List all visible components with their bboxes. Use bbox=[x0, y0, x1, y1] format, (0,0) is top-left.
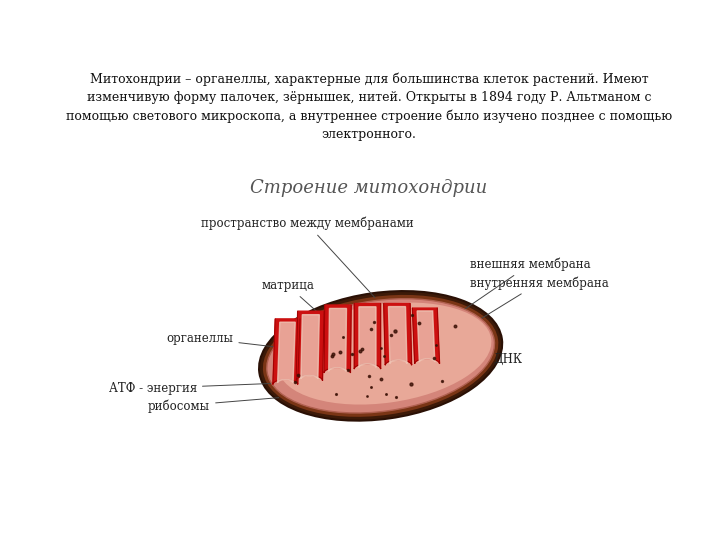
Text: матрица: матрица bbox=[261, 279, 336, 329]
Text: внешняя мембрана: внешняя мембрана bbox=[455, 258, 590, 316]
Polygon shape bbox=[359, 307, 376, 367]
Polygon shape bbox=[324, 305, 351, 373]
Polygon shape bbox=[413, 308, 439, 363]
Text: органеллы: органеллы bbox=[166, 332, 297, 349]
Text: пространство между мембранами: пространство между мембранами bbox=[201, 217, 413, 298]
Text: Строение митохондрии: Строение митохондрии bbox=[251, 179, 487, 197]
Polygon shape bbox=[417, 311, 435, 362]
Polygon shape bbox=[273, 319, 300, 384]
Polygon shape bbox=[277, 322, 295, 383]
Polygon shape bbox=[389, 307, 407, 363]
Polygon shape bbox=[354, 303, 381, 369]
Polygon shape bbox=[329, 308, 346, 372]
Polygon shape bbox=[301, 315, 320, 379]
Text: рибосомы: рибосомы bbox=[148, 397, 279, 413]
Polygon shape bbox=[296, 311, 324, 381]
Text: АТФ - энергия: АТФ - энергия bbox=[109, 382, 285, 395]
Ellipse shape bbox=[263, 295, 498, 417]
Text: ДНК: ДНК bbox=[461, 353, 522, 366]
Ellipse shape bbox=[278, 302, 491, 404]
Polygon shape bbox=[384, 303, 412, 365]
Ellipse shape bbox=[259, 291, 503, 421]
Text: Митохондрии – органеллы, характерные для большинства клеток растений. Имеют
изме: Митохондрии – органеллы, характерные для… bbox=[66, 72, 672, 141]
Ellipse shape bbox=[267, 299, 495, 413]
Text: внутренняя мембрана: внутренняя мембрана bbox=[461, 276, 608, 332]
